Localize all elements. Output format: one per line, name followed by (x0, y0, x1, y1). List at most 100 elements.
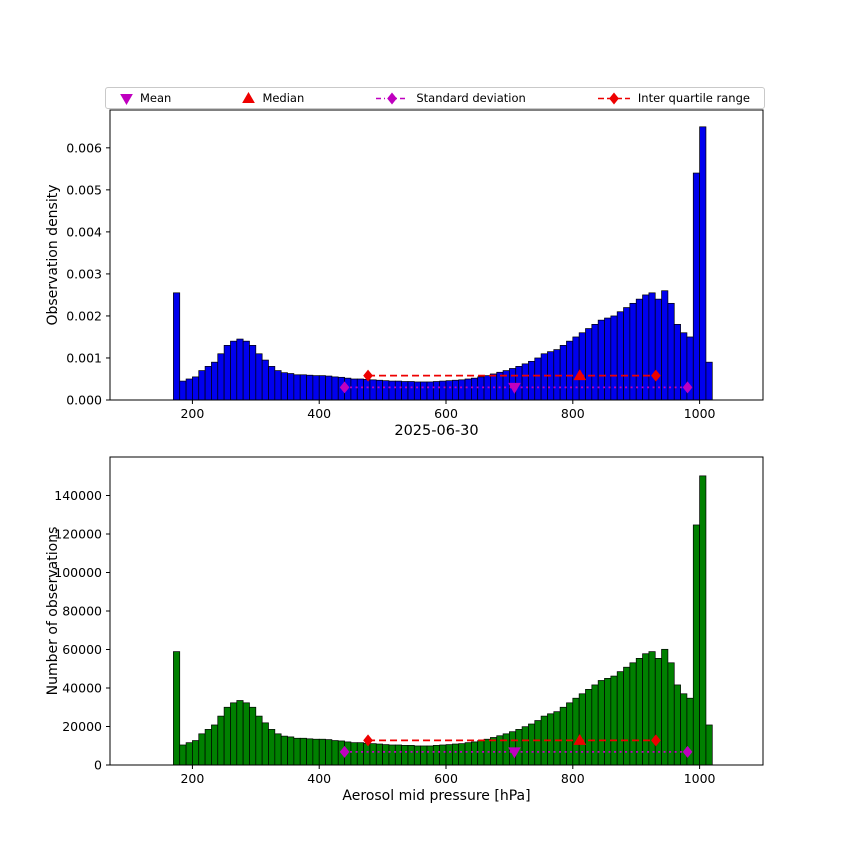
histogram-bar (217, 715, 225, 766)
histogram-bar (350, 378, 358, 401)
y-tick-label: 0.001 (66, 350, 102, 365)
x-tick-label: 800 (561, 771, 585, 786)
std-deviation-marker (339, 381, 350, 394)
y-tick-label: 100000 (54, 565, 102, 580)
histogram-bar (394, 744, 402, 766)
x-tick-label: 200 (180, 771, 204, 786)
triangle-down-icon (120, 93, 133, 105)
histogram-bar (699, 475, 707, 766)
histogram-bar (502, 733, 510, 766)
histogram-bar (654, 658, 662, 766)
histogram-bar (325, 375, 333, 401)
triangle-up-icon (242, 91, 256, 103)
histogram-bar (471, 741, 479, 766)
x-tick-label: 400 (307, 406, 331, 421)
histogram-bar (635, 298, 643, 401)
histogram-bar (394, 380, 402, 401)
histogram-bar (331, 740, 339, 766)
diamond-dashdot-icon (376, 92, 409, 104)
y-tick-label: 60000 (62, 642, 102, 657)
histogram-bar (642, 653, 650, 766)
histogram-bar (464, 378, 472, 401)
histogram-bar (547, 713, 555, 766)
histogram-bar (534, 720, 542, 766)
x-tick-label: 1000 (684, 406, 716, 421)
y-tick-label: 0 (94, 758, 102, 773)
histogram-bar (623, 666, 631, 766)
histogram-bar (451, 379, 460, 401)
histogram-bar (331, 376, 339, 401)
iqr-marker (363, 734, 373, 747)
plot-frame (109, 109, 764, 401)
histogram-bar (407, 745, 415, 766)
histogram-bar (464, 742, 472, 766)
legend-item-mean: Mean (120, 91, 171, 105)
histogram-bar (242, 702, 250, 766)
histogram-bar (382, 380, 390, 401)
histogram-bar (521, 726, 529, 766)
iqr-marker (363, 369, 373, 382)
histogram-bar (274, 733, 282, 766)
y-tick-label: 0.004 (66, 224, 102, 239)
histogram-bar (268, 729, 276, 766)
histogram-bar (521, 363, 529, 401)
histogram-bar (249, 706, 257, 766)
histogram-bar (585, 328, 593, 401)
histogram-bar (179, 744, 187, 766)
histogram-bar (642, 294, 650, 401)
histogram-bar (211, 361, 219, 401)
x-tick-label: 600 (434, 406, 458, 421)
histogram-bar (426, 381, 434, 401)
histogram-bar (375, 743, 383, 766)
histogram-bar (211, 724, 219, 766)
histogram-bar (261, 722, 269, 766)
histogram-bar (401, 381, 409, 401)
histogram-bar (673, 323, 681, 401)
histogram-bar (705, 724, 713, 766)
y-tick-label: 40000 (62, 681, 102, 696)
histogram-bar (578, 332, 586, 401)
histogram-bar (173, 292, 181, 401)
histogram-bar (591, 323, 599, 401)
histogram-bar (654, 298, 662, 401)
x-axis-label: 2025-06-30 (394, 423, 478, 439)
histogram-bar (369, 743, 377, 766)
density-histogram-plot: 200 400 600 800 1000 0.000 0.001 0.002 0.003 0.00… (45, 109, 764, 439)
y-tick-label: 0.005 (66, 182, 102, 197)
histogram-bar (578, 693, 586, 766)
histogram-bar (667, 302, 675, 401)
histogram-bar (540, 353, 548, 401)
histogram-bar (705, 361, 713, 401)
histogram-bar (699, 126, 707, 401)
iqr-marker (651, 369, 661, 382)
histogram-bar (692, 172, 700, 401)
histogram-bar (293, 737, 301, 766)
histogram-bar (173, 651, 181, 766)
histogram-bar (375, 379, 383, 401)
histogram-bar (572, 336, 580, 401)
std-deviation-marker (682, 381, 693, 394)
median-marker (573, 733, 587, 745)
histogram-bar (179, 380, 187, 401)
y-tick-label: 120000 (54, 527, 102, 542)
histogram-bar (692, 524, 700, 766)
counts-histogram-plot: 200 400 600 800 1000 0 20000 40000 60000 80000 100… (45, 456, 764, 804)
histogram-bar (306, 738, 314, 766)
x-tick-label: 1000 (684, 771, 716, 786)
histogram-bar (236, 338, 244, 401)
legend-item-label: Inter quartile range (637, 91, 750, 105)
histogram-bar (432, 381, 441, 401)
histogram-bar (369, 379, 377, 401)
histogram-bar (553, 711, 561, 766)
mean-marker (508, 382, 521, 394)
histogram-bar (572, 697, 580, 766)
mean-marker (508, 747, 521, 759)
histogram-bar (255, 715, 263, 766)
histogram-bar (192, 376, 200, 401)
histogram-bar (559, 706, 567, 766)
histogram-bar (661, 648, 669, 766)
x-axis-label: Aerosol mid pressure [hPa] (342, 788, 530, 804)
histogram-bar (610, 675, 618, 766)
histogram-bar (287, 736, 295, 766)
histogram-bar (261, 359, 269, 401)
